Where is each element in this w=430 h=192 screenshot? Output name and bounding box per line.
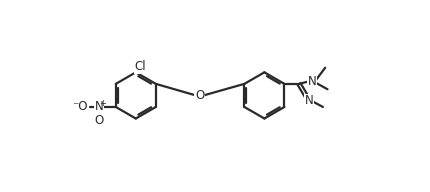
Text: +: + (98, 99, 105, 108)
Text: N: N (307, 75, 316, 88)
Text: O: O (195, 89, 204, 102)
Text: ⁻O: ⁻O (72, 100, 87, 113)
Text: Cl: Cl (134, 60, 146, 73)
Text: N: N (304, 94, 313, 107)
Text: O: O (94, 113, 103, 127)
Text: N: N (94, 100, 103, 113)
